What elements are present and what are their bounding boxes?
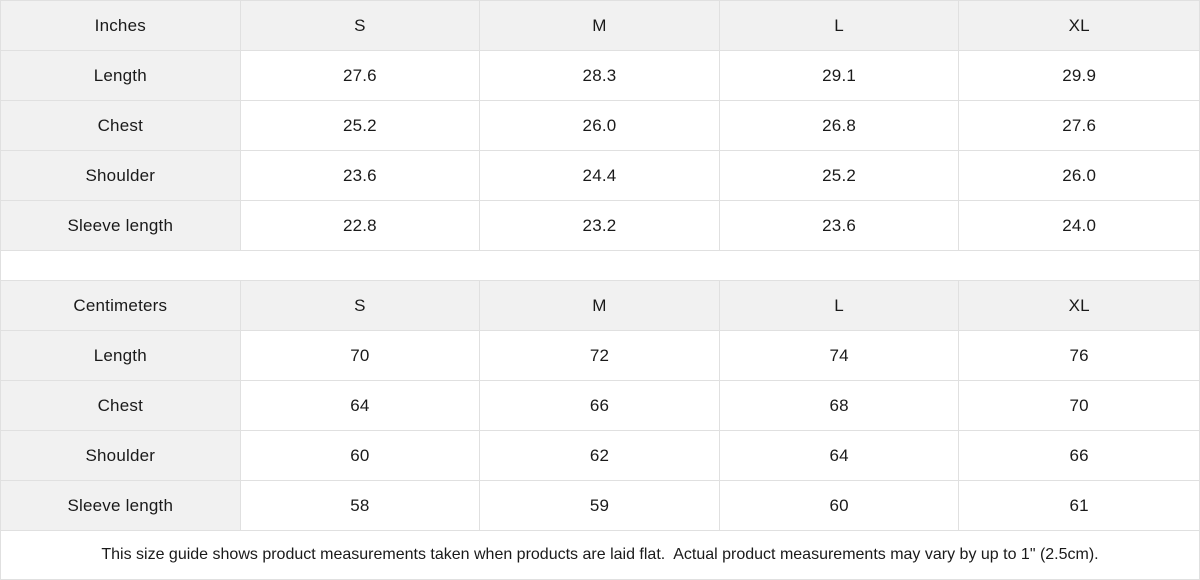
value-cell: 24.4 [480, 151, 720, 201]
value-cell: 24.0 [959, 201, 1199, 251]
value-cell: 58 [240, 481, 481, 531]
value-cell: 70 [240, 331, 481, 381]
size-header-l: L [719, 1, 960, 51]
value-cell: 74 [719, 331, 960, 381]
row-label-chest: Chest [1, 381, 241, 431]
value-cell: 29.1 [719, 51, 960, 101]
value-cell: 27.6 [240, 51, 481, 101]
footer-note: This size guide shows product measuremen… [1, 531, 1199, 579]
value-cell: 60 [719, 481, 960, 531]
unit-header-centimeters: Centimeters [1, 281, 241, 331]
value-cell: 23.6 [240, 151, 481, 201]
size-header-xl: XL [959, 1, 1199, 51]
value-cell: 23.2 [480, 201, 720, 251]
size-header-m: M [480, 1, 720, 51]
value-cell: 29.9 [959, 51, 1199, 101]
value-cell: 76 [959, 331, 1199, 381]
value-cell: 22.8 [240, 201, 481, 251]
value-cell: 26.0 [959, 151, 1199, 201]
row-label-sleeve-length: Sleeve length [1, 201, 241, 251]
value-cell: 28.3 [480, 51, 720, 101]
value-cell: 26.8 [719, 101, 960, 151]
value-cell: 66 [480, 381, 720, 431]
value-cell: 23.6 [719, 201, 960, 251]
row-label-length: Length [1, 51, 241, 101]
value-cell: 27.6 [959, 101, 1199, 151]
centimeters-table: Centimeters S M L XL Length 70 72 74 76 … [1, 281, 1199, 531]
row-label-shoulder: Shoulder [1, 151, 241, 201]
row-label-shoulder: Shoulder [1, 431, 241, 481]
row-label-chest: Chest [1, 101, 241, 151]
value-cell: 64 [719, 431, 960, 481]
size-header-s: S [240, 1, 481, 51]
value-cell: 62 [480, 431, 720, 481]
value-cell: 64 [240, 381, 481, 431]
size-header-l: L [719, 281, 960, 331]
value-cell: 66 [959, 431, 1199, 481]
value-cell: 72 [480, 331, 720, 381]
value-cell: 68 [719, 381, 960, 431]
value-cell: 61 [959, 481, 1199, 531]
value-cell: 70 [959, 381, 1199, 431]
size-header-m: M [480, 281, 720, 331]
value-cell: 59 [480, 481, 720, 531]
row-label-length: Length [1, 331, 241, 381]
unit-header-inches: Inches [1, 1, 241, 51]
value-cell: 25.2 [719, 151, 960, 201]
value-cell: 26.0 [480, 101, 720, 151]
value-cell: 25.2 [240, 101, 481, 151]
row-label-sleeve-length: Sleeve length [1, 481, 241, 531]
inches-table: Inches S M L XL Length 27.6 28.3 29.1 29… [1, 1, 1199, 251]
spacer-row [1, 251, 1199, 281]
size-header-xl: XL [959, 281, 1199, 331]
size-header-s: S [240, 281, 481, 331]
value-cell: 60 [240, 431, 481, 481]
